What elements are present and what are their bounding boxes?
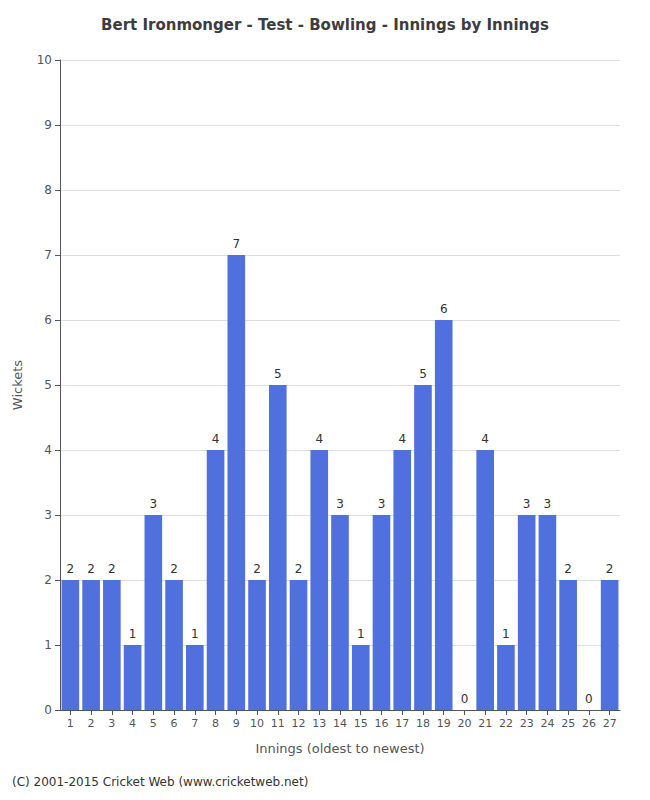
svg-text:Wickets: Wickets xyxy=(10,360,25,410)
svg-text:4: 4 xyxy=(129,717,136,730)
svg-text:3: 3 xyxy=(150,497,158,511)
svg-text:26: 26 xyxy=(582,717,596,730)
svg-text:Bert Ironmonger - Test - Bowli: Bert Ironmonger - Test - Bowling - Innin… xyxy=(101,16,549,34)
svg-text:10: 10 xyxy=(250,717,264,730)
svg-text:(C) 2001-2015 Cricket Web (www: (C) 2001-2015 Cricket Web (www.cricketwe… xyxy=(12,775,308,789)
svg-text:7: 7 xyxy=(232,237,240,251)
svg-text:2: 2 xyxy=(87,562,95,576)
svg-text:9: 9 xyxy=(44,118,52,132)
svg-text:2: 2 xyxy=(108,562,116,576)
svg-text:5: 5 xyxy=(419,367,427,381)
svg-text:7: 7 xyxy=(44,248,52,262)
svg-text:8: 8 xyxy=(44,183,52,197)
svg-text:25: 25 xyxy=(561,717,575,730)
svg-text:16: 16 xyxy=(374,717,388,730)
svg-text:2: 2 xyxy=(88,717,95,730)
svg-text:2: 2 xyxy=(295,562,303,576)
svg-text:3: 3 xyxy=(108,717,115,730)
svg-text:8: 8 xyxy=(212,717,219,730)
svg-text:12: 12 xyxy=(292,717,306,730)
svg-text:6: 6 xyxy=(440,302,448,316)
svg-text:14: 14 xyxy=(333,717,347,730)
svg-text:2: 2 xyxy=(564,562,572,576)
svg-text:3: 3 xyxy=(44,508,52,522)
svg-text:13: 13 xyxy=(312,717,326,730)
svg-text:1: 1 xyxy=(129,627,137,641)
svg-text:2: 2 xyxy=(67,562,75,576)
svg-text:2: 2 xyxy=(606,562,614,576)
svg-text:1: 1 xyxy=(44,638,52,652)
svg-text:20: 20 xyxy=(457,717,471,730)
svg-text:5: 5 xyxy=(44,378,52,392)
svg-text:3: 3 xyxy=(336,497,344,511)
svg-text:Innings (oldest to newest): Innings (oldest to newest) xyxy=(255,741,424,756)
svg-text:1: 1 xyxy=(67,717,74,730)
svg-text:23: 23 xyxy=(520,717,534,730)
svg-text:3: 3 xyxy=(378,497,386,511)
svg-text:1: 1 xyxy=(357,627,365,641)
svg-text:7: 7 xyxy=(191,717,198,730)
svg-text:4: 4 xyxy=(481,432,489,446)
svg-text:2: 2 xyxy=(44,573,52,587)
svg-text:5: 5 xyxy=(150,717,157,730)
svg-text:24: 24 xyxy=(540,717,554,730)
svg-text:1: 1 xyxy=(502,627,510,641)
svg-text:18: 18 xyxy=(416,717,430,730)
svg-text:11: 11 xyxy=(271,717,285,730)
svg-text:19: 19 xyxy=(437,717,451,730)
svg-text:17: 17 xyxy=(395,717,409,730)
svg-text:6: 6 xyxy=(171,717,178,730)
svg-text:0: 0 xyxy=(585,692,593,706)
svg-text:1: 1 xyxy=(191,627,199,641)
svg-text:0: 0 xyxy=(461,692,469,706)
svg-text:9: 9 xyxy=(233,717,240,730)
svg-text:15: 15 xyxy=(354,717,368,730)
svg-text:21: 21 xyxy=(478,717,492,730)
svg-text:4: 4 xyxy=(212,432,220,446)
svg-text:4: 4 xyxy=(315,432,323,446)
svg-text:3: 3 xyxy=(523,497,531,511)
svg-text:22: 22 xyxy=(499,717,513,730)
svg-text:2: 2 xyxy=(170,562,178,576)
svg-text:5: 5 xyxy=(274,367,282,381)
svg-text:3: 3 xyxy=(544,497,552,511)
svg-text:6: 6 xyxy=(44,313,52,327)
svg-text:2: 2 xyxy=(253,562,261,576)
svg-text:10: 10 xyxy=(37,53,52,67)
svg-text:0: 0 xyxy=(44,703,52,717)
svg-text:27: 27 xyxy=(603,717,617,730)
svg-text:4: 4 xyxy=(44,443,52,457)
svg-text:4: 4 xyxy=(398,432,406,446)
